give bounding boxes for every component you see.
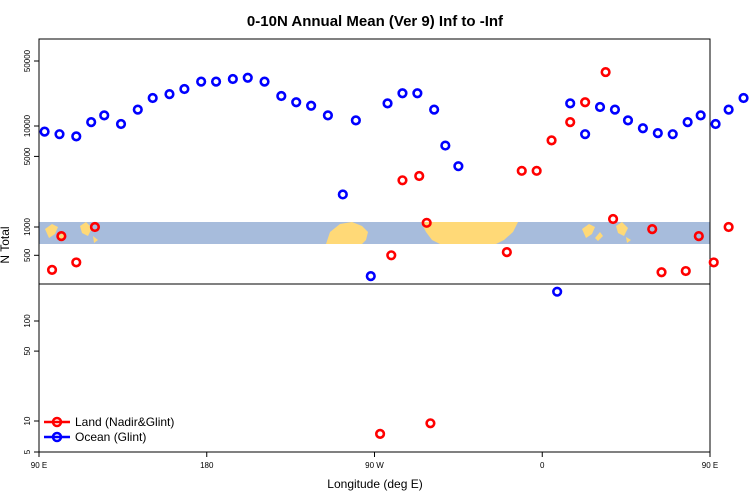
x-axis: 90 E 180 90 W 0 90 E [31, 452, 718, 470]
chart-title: 0-10N Annual Mean (Ver 9) Inf to -Inf [247, 13, 504, 30]
ocean-point [580, 129, 591, 140]
ocean-point [429, 104, 440, 115]
land-point [531, 165, 542, 176]
ocean-point [196, 76, 207, 87]
land-point [71, 257, 82, 268]
ocean-point [306, 100, 317, 111]
ocean-point [179, 83, 190, 95]
ocean-point [71, 131, 82, 142]
land-point [425, 418, 436, 429]
y-axis-label: N Total [0, 226, 12, 263]
ocean-point [276, 90, 287, 102]
legend: Land (Nadir&Glint) Ocean (Glint) [44, 415, 174, 444]
land-point [708, 257, 719, 268]
y-tick-label: 5 [23, 449, 32, 454]
land-point [607, 213, 619, 225]
land-point [546, 135, 557, 146]
land-point [397, 175, 408, 186]
ocean-point [453, 161, 464, 172]
ocean-point [682, 117, 693, 128]
ocean-point [738, 92, 749, 104]
ocean-point [397, 88, 408, 99]
land-point [374, 428, 386, 439]
ocean-band [39, 222, 710, 244]
ocean-point [350, 115, 361, 126]
x-axis-label: Longitude (deg E) [327, 477, 422, 491]
ocean-point [147, 92, 158, 104]
land-point [501, 247, 512, 258]
ocean-point [242, 72, 253, 83]
land-point [386, 250, 397, 261]
ocean-point [552, 286, 563, 297]
ocean-point [115, 118, 127, 130]
x-tick-label: 90 E [31, 461, 47, 470]
ocean-point [412, 88, 423, 99]
ocean-point [652, 128, 663, 139]
land-point [89, 221, 101, 233]
land-point [680, 265, 691, 277]
ocean-point [164, 89, 175, 100]
data-points [39, 66, 749, 439]
ocean-point [337, 189, 348, 200]
y-tick-label: 10000 [23, 114, 32, 137]
ocean-point [382, 98, 393, 109]
ocean-point [365, 271, 376, 282]
land-africa [421, 222, 518, 244]
ocean-point [565, 98, 576, 109]
legend-ocean-marker [51, 431, 63, 443]
map-band [39, 222, 710, 244]
ocean-point [322, 110, 334, 121]
y-tick-label: 10 [23, 416, 32, 425]
ocean-point [609, 104, 621, 115]
y-tick-label: 1000 [23, 218, 32, 236]
ocean-point [594, 101, 606, 113]
y-tick-label: 100 [23, 314, 32, 328]
ocean-point [99, 110, 110, 121]
land-south-america [326, 222, 368, 244]
x-tick-label: 90 W [365, 461, 384, 470]
legend-land-label: Land (Nadir&Glint) [75, 415, 174, 429]
ocean-point [54, 129, 65, 140]
ocean-point [695, 110, 706, 121]
land-point [693, 231, 704, 242]
ocean-point [86, 117, 97, 128]
ocean-point [710, 118, 721, 130]
land-point [414, 170, 425, 182]
y-tick-label: 50 [23, 346, 32, 355]
y-tick-label: 5000 [23, 147, 32, 165]
land-point [656, 267, 667, 278]
y-tick-label: 500 [23, 248, 32, 262]
ocean-point [723, 104, 734, 115]
x-tick-label: 180 [200, 461, 214, 470]
y-tick-label: 50000 [23, 49, 32, 72]
land-point [565, 117, 576, 128]
land-point [421, 217, 432, 228]
legend-ocean-label: Ocean (Glint) [75, 430, 146, 444]
land-point [723, 221, 734, 233]
land-point [600, 66, 611, 78]
land-point [580, 97, 591, 108]
x-tick-label: 90 E [702, 461, 718, 470]
y-axis: 5 10 50 100 500 1000 5000 10000 50000 [23, 49, 39, 454]
ocean-point [259, 76, 270, 87]
land-point [56, 231, 67, 242]
land-point [46, 264, 58, 275]
x-tick-label: 0 [540, 461, 545, 470]
ocean-point [227, 73, 238, 85]
ocean-point [622, 115, 634, 126]
land-point [647, 223, 658, 235]
ocean-point [440, 140, 451, 151]
ocean-point [667, 129, 678, 140]
land-maritime-continent-right [582, 222, 631, 243]
ocean-point [39, 126, 50, 137]
legend-land-marker [51, 416, 63, 428]
ocean-point [291, 97, 302, 108]
ocean-point [210, 76, 222, 87]
ocean-point [132, 104, 143, 115]
land-point [516, 165, 527, 176]
ocean-point [637, 123, 649, 134]
